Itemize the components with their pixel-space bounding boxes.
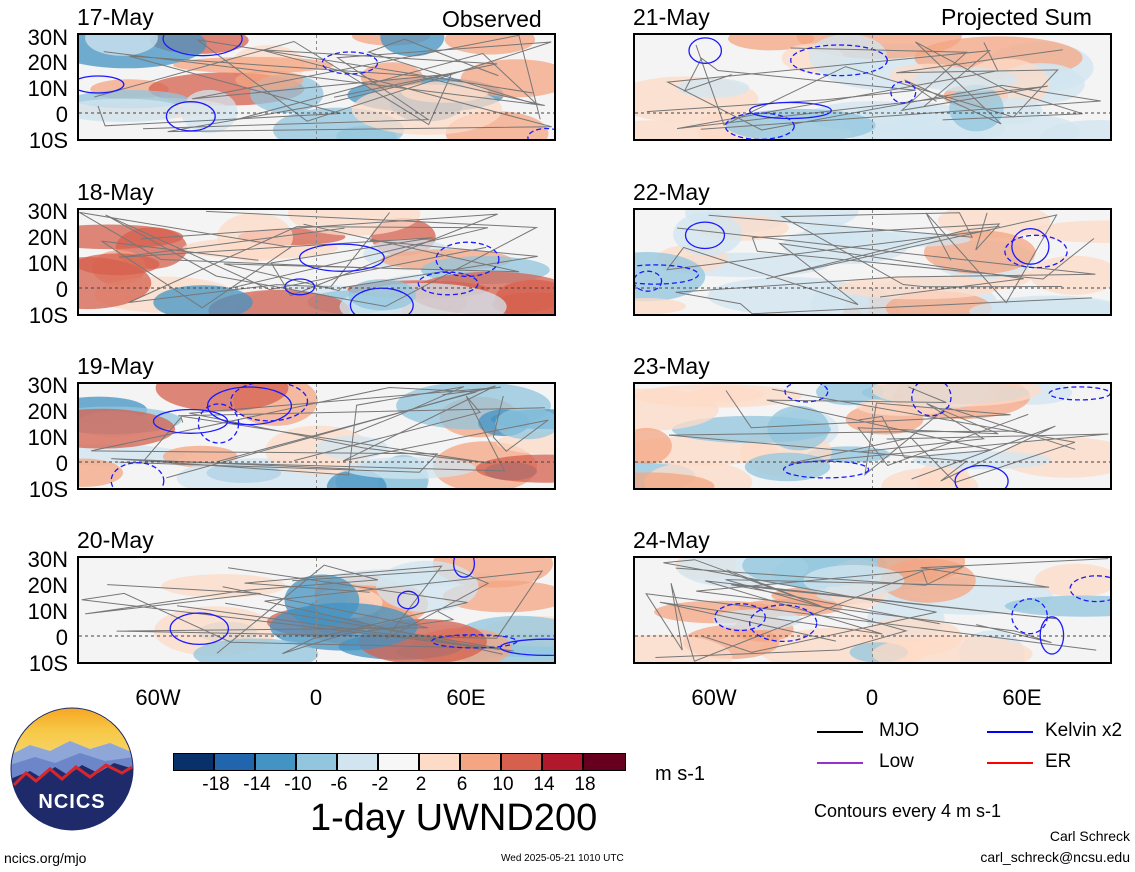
y-tick-0: 0 (55, 277, 68, 302)
observed-title: Observed (442, 6, 542, 32)
legend-label-kelvin: Kelvin x2 (1045, 720, 1123, 741)
panel-date-proj-3: 23-May (633, 353, 710, 379)
colorbar-swatch (173, 753, 214, 771)
y-tick-30n: 30N (27, 547, 68, 572)
colorbar-swatch (214, 753, 255, 771)
legend-label-mjo: MJO (879, 720, 920, 741)
colorbar-label: -2 (371, 774, 389, 795)
y-tick-20n: 20N (27, 225, 68, 250)
colorbar-label: -14 (243, 774, 271, 795)
x-tick-60w-right: 60W (691, 685, 737, 710)
y-tick-30n: 30N (27, 25, 68, 50)
panel-date-obs-4: 20-May (77, 527, 154, 553)
colorbar-label: 14 (533, 774, 555, 795)
colorbar-label: 2 (415, 774, 427, 795)
x-tick-0-left: 0 (309, 685, 323, 710)
colorbar-swatch (255, 753, 296, 771)
y-tick-20n: 20N (27, 399, 68, 424)
colorbar-label: -6 (330, 774, 348, 795)
y-tick-20n: 20N (27, 573, 68, 598)
map-panel-proj-1 (633, 33, 1112, 141)
y-tick-30n: 30N (27, 373, 68, 398)
y-tick-0: 0 (55, 451, 68, 476)
y-tick-10n: 10N (27, 76, 68, 101)
colorbar-swatch (583, 753, 626, 771)
y-tick-10s: 10S (28, 477, 68, 502)
map-panel-obs-2 (77, 208, 556, 316)
legend-label-low: Low (879, 751, 914, 772)
colorbar-label: 6 (456, 774, 468, 795)
colorbar-swatch (378, 753, 419, 771)
colorbar-label: 18 (574, 774, 596, 795)
footer-timestamp: Wed 2025-05-21 1010 UTC (501, 853, 624, 864)
footer-url-text: ncics.org/mjo (4, 850, 87, 866)
y-tick-10n: 10N (27, 251, 68, 276)
map-panel-obs-4 (77, 556, 556, 664)
map-panel-proj-3 (633, 382, 1112, 490)
map-panel-proj-2 (633, 208, 1112, 316)
y-tick-0: 0 (55, 102, 68, 127)
panel-date-obs-2: 18-May (77, 179, 154, 205)
y-tick-10s: 10S (28, 651, 68, 676)
panel-date-proj-4: 24-May (633, 527, 710, 553)
ncics-logo: NCICS (10, 707, 134, 831)
x-tick-60w-left: 60W (135, 685, 181, 710)
x-tick-60e-right: 60E (1002, 685, 1042, 710)
colorbar-units: m s-1 (655, 763, 705, 785)
legend-line-er (987, 762, 1033, 764)
chart-title: 1-day UWND200 (310, 797, 598, 839)
map-panel-obs-1 (77, 33, 556, 141)
colorbar-swatch (419, 753, 460, 771)
colorbar-swatch (501, 753, 542, 771)
panel-date-proj-2: 22-May (633, 179, 710, 205)
colorbar-label: 10 (492, 774, 514, 795)
panel-date-obs-1: 17-May (77, 4, 154, 30)
colorbar-swatch (542, 753, 583, 771)
logo-text: NCICS (38, 791, 106, 813)
x-tick-0-right: 0 (865, 685, 879, 710)
colorbar-swatch (460, 753, 501, 771)
footer-email-text: carl_schreck@ncsu.edu (980, 849, 1130, 865)
x-tick-60e-left: 60E (446, 685, 486, 710)
y-tick-30n: 30N (27, 199, 68, 224)
panel-date-obs-3: 19-May (77, 353, 154, 379)
y-tick-10s: 10S (28, 303, 68, 328)
map-panel-obs-3 (77, 382, 556, 490)
colorbar-swatch (337, 753, 378, 771)
panel-date-proj-1: 21-May (633, 4, 710, 30)
legend-line-kelvin (987, 731, 1033, 733)
colorbar-swatch (296, 753, 337, 771)
map-panel-proj-4 (633, 556, 1112, 664)
y-tick-10n: 10N (27, 599, 68, 624)
y-tick-20n: 20N (27, 50, 68, 75)
colorbar-label: -18 (202, 774, 230, 795)
legend-line-mjo (817, 731, 863, 733)
legend-line-low (817, 762, 863, 764)
footer-author: Carl Schreck (1049, 828, 1130, 844)
legend-note: Contours every 4 m s-1 (814, 801, 1002, 821)
projected-title: Projected Sum (941, 4, 1092, 30)
y-tick-10n: 10N (27, 425, 68, 450)
y-tick-0: 0 (55, 625, 68, 650)
footer-url[interactable]: ncics.org/mjo (4, 850, 86, 866)
colorbar-label: -10 (284, 774, 312, 795)
y-tick-10s: 10S (28, 128, 68, 153)
footer-email[interactable]: carl_schreck@ncsu.edu (980, 849, 1130, 865)
legend-label-er: ER (1045, 751, 1072, 772)
